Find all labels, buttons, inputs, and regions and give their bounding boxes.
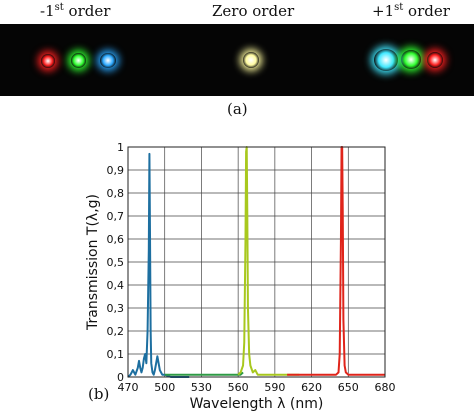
- minus-order-prefix: -1: [40, 2, 55, 20]
- minus-order-sup: st: [54, 2, 64, 13]
- x-tick-label: 560: [228, 381, 249, 394]
- plus-order-prefix: +1: [372, 2, 395, 20]
- y-tick-label: 0,6: [107, 233, 125, 246]
- plus-first-order-label: +1st order: [372, 2, 450, 20]
- y-axis-label: Transmission T(λ,g): [85, 194, 101, 331]
- minus-first-order-label: -1st order: [40, 2, 110, 20]
- minus-order-green-spot: [71, 53, 86, 68]
- series-line-3: [287, 146, 385, 376]
- series-line-0: [127, 152, 190, 378]
- plus-order-sup: st: [394, 2, 404, 13]
- y-tick-label: 0,4: [107, 279, 125, 292]
- minus-order-suffix: order: [63, 2, 111, 20]
- transmission-chart: 470 500 530 560 590 620 650 680 0 0,1 0,2 0,3 0,4 0,5…: [85, 141, 396, 411]
- y-tick-label: 0,9: [107, 164, 125, 177]
- x-tick-label: 500: [154, 381, 175, 394]
- x-tick-label: 650: [338, 381, 359, 394]
- y-tick-label: 0: [117, 371, 124, 384]
- plus-order-green-spot: [401, 50, 421, 69]
- plus-order-suffix: order: [403, 2, 450, 20]
- y-tick-label: 0,7: [107, 210, 125, 223]
- panel-a-label: (a): [227, 100, 248, 118]
- plus-order-cyan-spot: [374, 49, 398, 71]
- zero-order-label: Zero order: [212, 2, 295, 20]
- y-tick-label: 0,5: [107, 256, 125, 269]
- diffraction-image: [0, 24, 474, 96]
- x-tick-label: 470: [118, 381, 139, 394]
- panel-b-label: (b): [88, 385, 110, 403]
- zero-order-spot: [243, 52, 259, 68]
- y-tick-label: 0,1: [107, 348, 125, 361]
- x-tick-label: 680: [375, 381, 396, 394]
- chart-ticks: 470 500 530 560 590 620 650 680 0 0,1 0,2 0,3 0,4 0,5…: [107, 141, 396, 394]
- minus-order-blue-spot: [100, 53, 116, 68]
- x-tick-label: 620: [301, 381, 322, 394]
- x-tick-label: 590: [264, 381, 285, 394]
- plot-frame: [127, 146, 386, 378]
- y-tick-label: 1: [117, 141, 124, 154]
- y-tick-label: 0,3: [107, 302, 125, 315]
- x-tick-label: 530: [191, 381, 212, 394]
- y-tick-label: 0,8: [107, 187, 125, 200]
- x-axis-label: Wavelength λ (nm): [190, 396, 324, 411]
- y-tick-label: 0,2: [107, 325, 125, 338]
- series-line-2: [237, 146, 300, 376]
- series-line-1: [164, 371, 244, 376]
- chart-grid: [127, 146, 386, 378]
- minus-order-red-spot: [41, 54, 55, 68]
- plus-order-red-spot: [427, 52, 443, 68]
